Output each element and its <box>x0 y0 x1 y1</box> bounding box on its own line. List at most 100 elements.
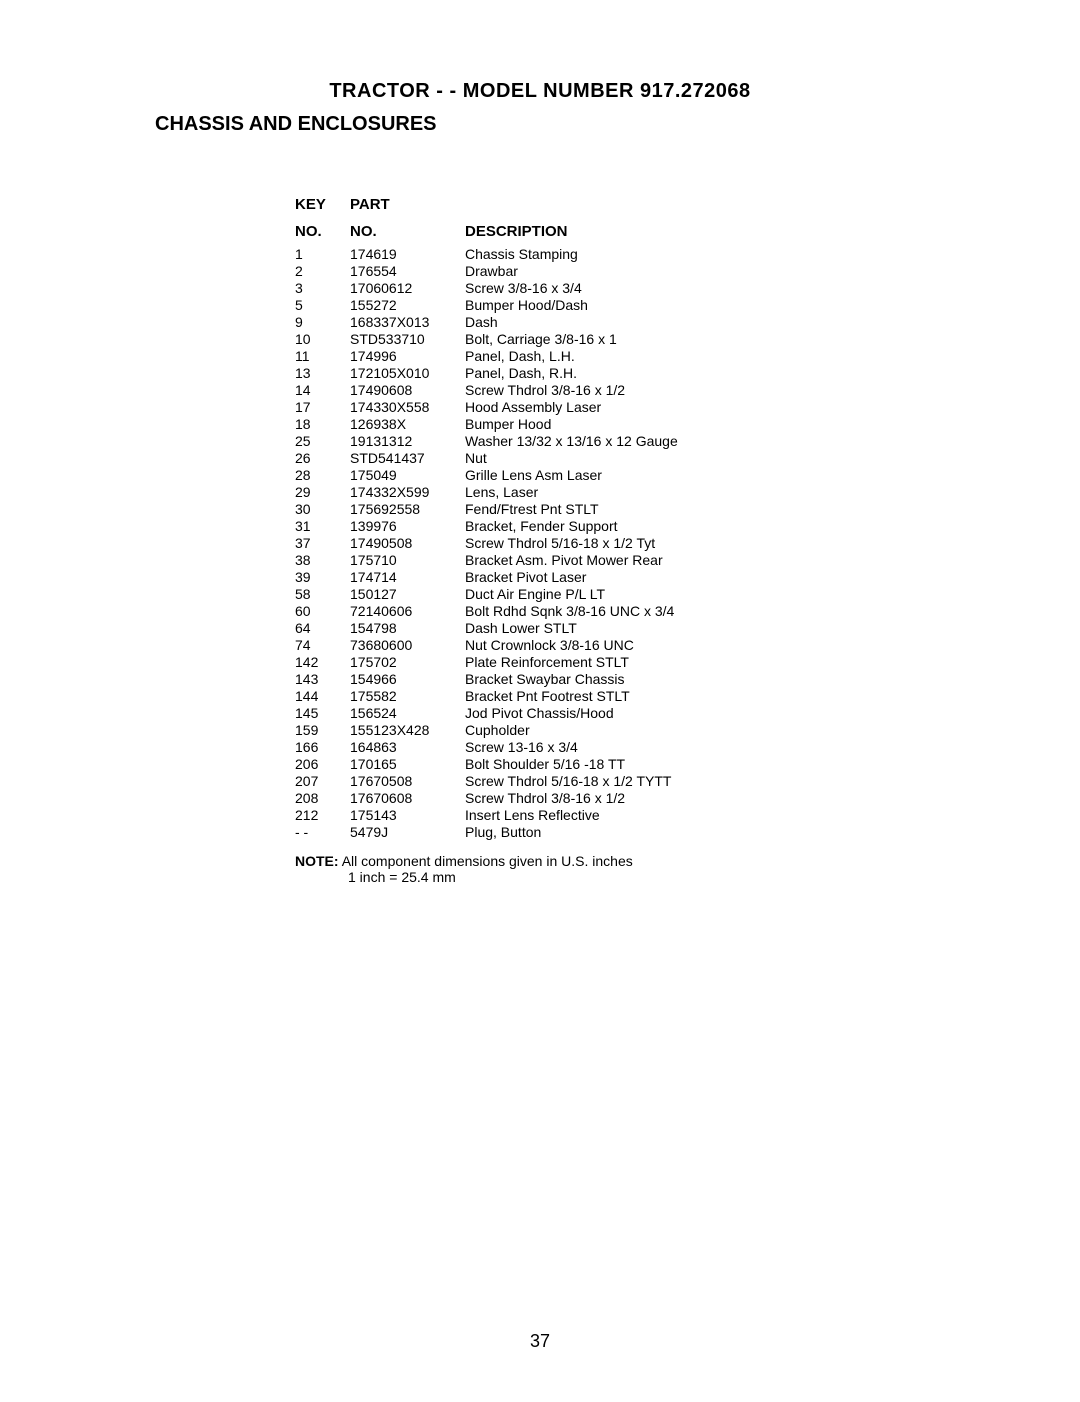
table-row: 10STD533710Bolt, Carriage 3/8-16 x 1 <box>295 331 980 348</box>
key-no-cell: 208 <box>295 790 350 807</box>
key-no-cell: 30 <box>295 501 350 518</box>
key-no-cell: 145 <box>295 705 350 722</box>
description-cell: Hood Assembly Laser <box>465 399 601 416</box>
part-no-cell: 17670508 <box>350 773 465 790</box>
description-cell: Fend/Ftrest Pnt STLT <box>465 501 599 518</box>
description-cell: Screw 3/8-16 x 3/4 <box>465 280 582 297</box>
key-no-cell: 25 <box>295 433 350 450</box>
description-cell: Grille Lens Asm Laser <box>465 467 602 484</box>
description-cell: Lens, Laser <box>465 484 538 501</box>
key-no-cell: 39 <box>295 569 350 586</box>
part-no-cell: 174619 <box>350 246 465 263</box>
table-row: 11174996Panel, Dash, L.H. <box>295 348 980 365</box>
table-row: 5155272Bumper Hood/Dash <box>295 297 980 314</box>
header-key-line1: KEY <box>295 196 350 213</box>
table-header-row1: KEY PART <box>295 196 980 213</box>
table-row: 13172105X010Panel, Dash, R.H. <box>295 365 980 382</box>
table-header-row2: NO. NO. DESCRIPTION <box>295 223 980 240</box>
key-no-cell: 212 <box>295 807 350 824</box>
key-no-cell: 60 <box>295 603 350 620</box>
key-no-cell: 11 <box>295 348 350 365</box>
key-no-cell: - - <box>295 824 350 841</box>
description-cell: Drawbar <box>465 263 518 280</box>
table-row: 143154966Bracket Swaybar Chassis <box>295 671 980 688</box>
description-cell: Nut <box>465 450 487 467</box>
table-row: 58150127Duct Air Engine P/L LT <box>295 586 980 603</box>
table-row: 9168337X013Dash <box>295 314 980 331</box>
table-row: 28175049Grille Lens Asm Laser <box>295 467 980 484</box>
table-row: 39174714Bracket Pivot Laser <box>295 569 980 586</box>
key-no-cell: 74 <box>295 637 350 654</box>
description-cell: Chassis Stamping <box>465 246 578 263</box>
part-no-cell: 174996 <box>350 348 465 365</box>
table-row: 20717670508Screw Thdrol 5/16-18 x 1/2 TY… <box>295 773 980 790</box>
part-no-cell: 174330X558 <box>350 399 465 416</box>
key-no-cell: 159 <box>295 722 350 739</box>
part-no-cell: 17060612 <box>350 280 465 297</box>
description-cell: Bracket Pnt Footrest STLT <box>465 688 630 705</box>
table-row: 1174619Chassis Stamping <box>295 246 980 263</box>
table-row: 26STD541437Nut <box>295 450 980 467</box>
description-cell: Panel, Dash, R.H. <box>465 365 577 382</box>
description-cell: Bolt, Carriage 3/8-16 x 1 <box>465 331 617 348</box>
part-no-cell: 5479J <box>350 824 465 841</box>
table-row: 166164863Screw 13-16 x 3/4 <box>295 739 980 756</box>
key-no-cell: 166 <box>295 739 350 756</box>
description-cell: Insert Lens Reflective <box>465 807 600 824</box>
description-cell: Bolt Rdhd Sqnk 3/8-16 UNC x 3/4 <box>465 603 674 620</box>
key-no-cell: 9 <box>295 314 350 331</box>
part-no-cell: 72140606 <box>350 603 465 620</box>
key-no-cell: 207 <box>295 773 350 790</box>
key-no-cell: 13 <box>295 365 350 382</box>
description-cell: Bolt Shoulder 5/16 -18 TT <box>465 756 625 773</box>
title-section: TRACTOR - - MODEL NUMBER 917.272068 <box>100 80 980 103</box>
description-cell: Screw Thdrol 5/16-18 x 1/2 Tyt <box>465 535 655 552</box>
table-row: 212175143Insert Lens Reflective <box>295 807 980 824</box>
description-cell: Screw 13-16 x 3/4 <box>465 739 578 756</box>
header-key-line2: NO. <box>295 223 350 240</box>
part-no-cell: 139976 <box>350 518 465 535</box>
part-no-cell: STD541437 <box>350 450 465 467</box>
page-container: TRACTOR - - MODEL NUMBER 917.272068 CHAS… <box>0 0 1080 925</box>
part-no-cell: 175049 <box>350 467 465 484</box>
part-no-cell: 175143 <box>350 807 465 824</box>
key-no-cell: 28 <box>295 467 350 484</box>
key-no-cell: 14 <box>295 382 350 399</box>
key-no-cell: 143 <box>295 671 350 688</box>
table-row: 6072140606Bolt Rdhd Sqnk 3/8-16 UNC x 3/… <box>295 603 980 620</box>
key-no-cell: 2 <box>295 263 350 280</box>
key-no-cell: 26 <box>295 450 350 467</box>
key-no-cell: 144 <box>295 688 350 705</box>
description-cell: Cupholder <box>465 722 530 739</box>
table-row: 31139976Bracket, Fender Support <box>295 518 980 535</box>
part-no-cell: 174714 <box>350 569 465 586</box>
table-row: 38175710Bracket Asm. Pivot Mower Rear <box>295 552 980 569</box>
part-no-cell: 168337X013 <box>350 314 465 331</box>
note-text-2: 1 inch = 25.4 mm <box>348 869 980 885</box>
key-no-cell: 29 <box>295 484 350 501</box>
table-row: 18126938XBumper Hood <box>295 416 980 433</box>
parts-table-body: 1174619Chassis Stamping2176554Drawbar317… <box>295 246 980 841</box>
note-text-1: All component dimensions given in U.S. i… <box>342 853 633 869</box>
key-no-cell: 17 <box>295 399 350 416</box>
table-row: 20817670608Screw Thdrol 3/8-16 x 1/2 <box>295 790 980 807</box>
description-cell: Bumper Hood <box>465 416 551 433</box>
table-row: 29174332X599Lens, Laser <box>295 484 980 501</box>
description-cell: Panel, Dash, L.H. <box>465 348 575 365</box>
part-no-cell: STD533710 <box>350 331 465 348</box>
table-row: 7473680600Nut Crownlock 3/8-16 UNC <box>295 637 980 654</box>
key-no-cell: 64 <box>295 620 350 637</box>
header-part-line1: PART <box>350 196 465 213</box>
part-no-cell: 172105X010 <box>350 365 465 382</box>
part-no-cell: 156524 <box>350 705 465 722</box>
part-no-cell: 17490508 <box>350 535 465 552</box>
description-cell: Washer 13/32 x 13/16 x 12 Gauge <box>465 433 678 450</box>
table-row: 17174330X558Hood Assembly Laser <box>295 399 980 416</box>
table-row: 2176554Drawbar <box>295 263 980 280</box>
note-section: NOTE: All component dimensions given in … <box>295 853 980 885</box>
table-row: 64154798Dash Lower STLT <box>295 620 980 637</box>
page-number: 37 <box>0 1331 1080 1352</box>
main-title: TRACTOR - - MODEL NUMBER 917.272068 <box>100 80 980 103</box>
key-no-cell: 38 <box>295 552 350 569</box>
part-no-cell: 73680600 <box>350 637 465 654</box>
